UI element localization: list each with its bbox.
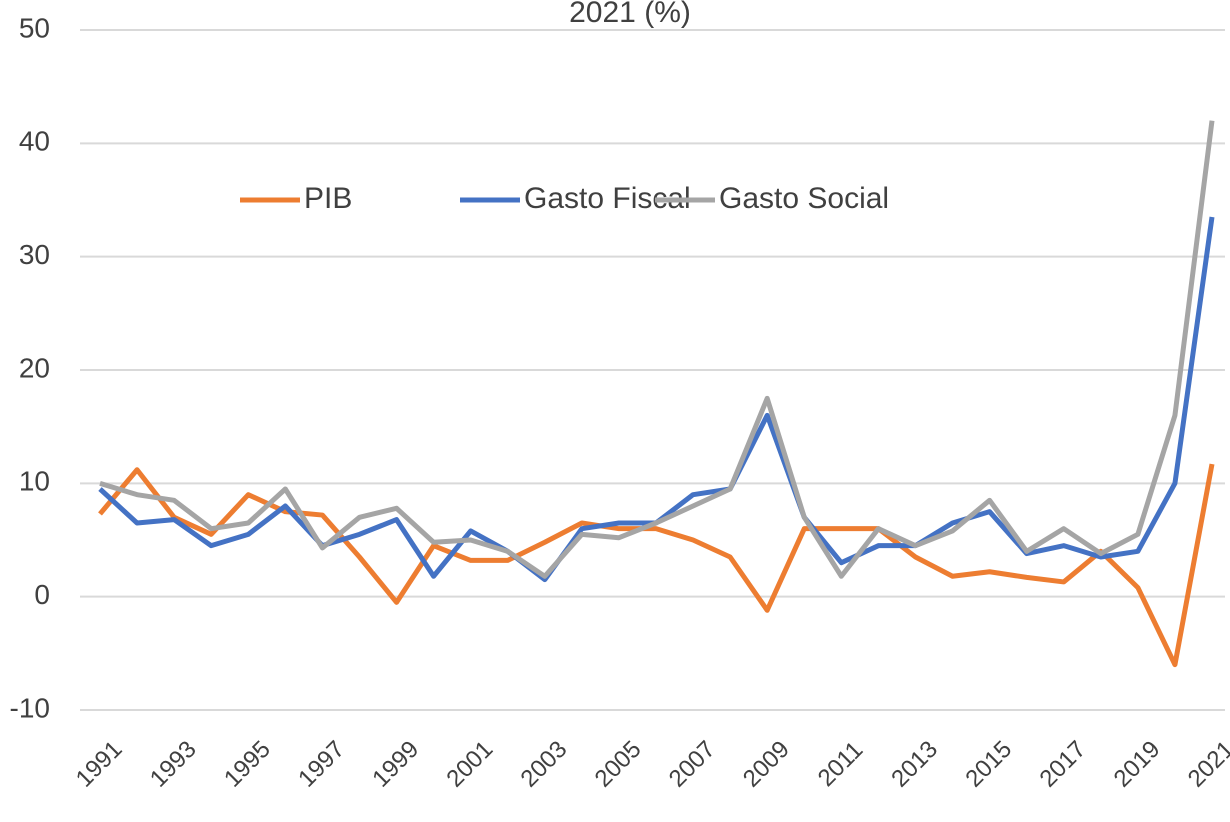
x-tick-label: 2013 bbox=[886, 736, 943, 793]
x-tick-label: 2017 bbox=[1034, 736, 1091, 793]
y-tick-label: 10 bbox=[19, 466, 50, 497]
y-tick-label: 20 bbox=[19, 352, 50, 383]
x-tick-label: 2011 bbox=[813, 736, 869, 792]
y-tick-label: 50 bbox=[19, 12, 50, 43]
y-tick-label: 40 bbox=[19, 126, 50, 157]
chart-title: 2021 (%) bbox=[569, 0, 691, 29]
x-tick-label: 2019 bbox=[1109, 736, 1166, 793]
x-tick-label: 1995 bbox=[219, 736, 276, 793]
x-tick-label: 1999 bbox=[367, 736, 424, 793]
y-tick-label: 30 bbox=[19, 239, 50, 270]
series-line bbox=[99, 120, 1215, 579]
x-tick-label: 2003 bbox=[516, 736, 573, 793]
x-tick-label: 2009 bbox=[738, 736, 795, 793]
legend-label: PIB bbox=[304, 182, 352, 215]
x-tick-label: 2001 bbox=[441, 736, 498, 793]
x-tick-label: 1991 bbox=[71, 736, 128, 793]
y-tick-label: 0 bbox=[34, 579, 50, 610]
legend-label: Gasto Social bbox=[719, 182, 889, 215]
x-tick-label: 2021 bbox=[1183, 736, 1230, 793]
x-tick-label: 2007 bbox=[664, 736, 721, 793]
y-tick-label: -10 bbox=[10, 692, 50, 723]
series-line bbox=[98, 463, 1215, 668]
x-tick-label: 2005 bbox=[590, 736, 647, 793]
x-tick-label: 2015 bbox=[960, 736, 1017, 793]
x-tick-label: 1993 bbox=[145, 736, 202, 793]
x-tick-label: 1997 bbox=[293, 736, 350, 793]
